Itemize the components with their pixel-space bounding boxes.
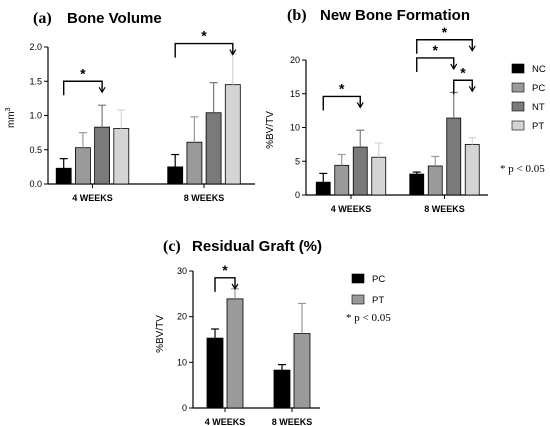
panel-c-legend-label: PC xyxy=(372,274,385,285)
panel-a-y-tick-label: 0.0 xyxy=(29,179,42,189)
panel-b-bar-pt xyxy=(464,143,480,196)
panel-a-category-label: 4 WEEKS xyxy=(72,193,113,203)
panel-b-ylabel: %BV/TV xyxy=(265,111,276,149)
panel-c-letter: (c) xyxy=(163,238,181,255)
panel-b-bar-nc xyxy=(409,173,425,196)
panel-c-significance-arrow xyxy=(231,283,239,291)
panel-b-significance-star: * xyxy=(339,80,345,96)
panel-b-bar-nt xyxy=(352,146,368,196)
panel-c-title: Residual Graft (%) xyxy=(192,238,322,255)
panel-b-bar-nc xyxy=(315,181,331,196)
panel-a-y-tick-label: 0.5 xyxy=(29,145,42,155)
panel-b-bar-pc xyxy=(334,164,350,196)
panel-b-significance-arrow xyxy=(356,102,364,109)
panel-b-significance-bracket xyxy=(453,79,473,95)
panel-b-bar-pc xyxy=(427,165,443,196)
panel-b-y-tick-label: 15 xyxy=(290,89,300,99)
panel-b-significance-star: * xyxy=(442,24,448,40)
panel-a-title: Bone Volume xyxy=(67,10,162,27)
panel-b-legend-swatch xyxy=(511,101,525,112)
panel-a-bar-pt xyxy=(224,84,241,185)
panel-a-y-tick-label: 2.0 xyxy=(29,42,42,52)
panel-b-title: New Bone Formation xyxy=(320,7,470,24)
panel-a-significance-star: * xyxy=(201,28,207,44)
panel-b-y-tick-label: 10 xyxy=(290,123,300,133)
panel-b-significance-arrow xyxy=(468,45,476,52)
panel-c-ylabel: %BV/TV xyxy=(155,315,166,353)
panel-c-category-label: 8 WEEKS xyxy=(272,417,313,426)
panel-a-significance-bracket xyxy=(63,80,103,96)
panel-c-bar-pt xyxy=(226,298,244,409)
panel-b-significance-arrow xyxy=(450,63,458,71)
panel-b-significance-bracket xyxy=(416,39,473,54)
panel-c-bar-pc xyxy=(206,337,224,409)
panel-b-legend-label: PC xyxy=(532,83,545,94)
panel-c-y-tick-label: 20 xyxy=(177,312,187,322)
panel-a-letter: (a) xyxy=(33,10,52,27)
panel-c-y-tick-label: 0 xyxy=(182,403,187,413)
panel-b-y-tick-label: 20 xyxy=(290,55,300,65)
panel-a-bar-nc xyxy=(55,167,72,185)
panel-a-bar-nt xyxy=(205,112,222,185)
panel-b-significance-star: * xyxy=(460,64,466,80)
panel-c-bar-pt xyxy=(293,333,311,409)
panel-b-pnote: * p < 0.05 xyxy=(500,163,545,175)
panel-c-y-tick-label: 10 xyxy=(177,357,187,367)
panel-a-significance-star: * xyxy=(80,65,86,81)
panel-c-y-tick-label: 30 xyxy=(177,266,187,276)
panel-c-bar-pc xyxy=(273,369,291,409)
panel-b-legend-label: PT xyxy=(532,121,544,132)
panel-c-plot: 0 10 20 30 4 WEEKS 8 WEEKS * PC PT xyxy=(177,262,385,426)
panel-c-significance-star: * xyxy=(222,262,228,278)
panel-a-bar-pc xyxy=(186,141,203,185)
panel-b-significance-bracket xyxy=(416,57,455,72)
panel-b-legend-swatch xyxy=(511,63,525,74)
panel-b-legend-label: NT xyxy=(532,102,545,113)
panel-a-significance-bracket xyxy=(174,42,234,58)
panel-a-plot: 0.0 0.5 1.0 1.5 2.0 4 WEEKS 8 WEEKS * * xyxy=(29,28,255,203)
panel-b-category-label: 8 WEEKS xyxy=(424,204,465,214)
panel-a-bar-nt xyxy=(94,126,110,185)
panel-a-significance-arrow xyxy=(229,49,237,56)
panel-a-ylabel: mm3 xyxy=(5,107,17,128)
panel-c-legend-label: PT xyxy=(372,295,384,306)
panel-b-significance-bracket xyxy=(322,95,361,111)
panel-b-y-tick-label: 0 xyxy=(295,190,300,200)
panel-b-legend-label: NC xyxy=(532,64,546,75)
panel-c-pnote: * p < 0.05 xyxy=(346,312,391,324)
panel-b-legend-swatch xyxy=(511,82,525,93)
panel-b-significance-arrow xyxy=(468,85,476,93)
panel-b-y-tick-label: 5 xyxy=(295,156,300,166)
panel-a-bar-pt xyxy=(113,128,130,185)
panel-b-bar-nt xyxy=(446,117,462,196)
panel-c-category-label: 4 WEEKS xyxy=(205,417,246,426)
panel-b-significance-star: * xyxy=(433,42,439,58)
panel-a-y-tick-label: 1.5 xyxy=(29,76,42,86)
panel-b-legend-swatch xyxy=(511,120,525,131)
panel-b-category-label: 4 WEEKS xyxy=(331,204,372,214)
panel-c-legend-swatch xyxy=(351,294,365,305)
panel-c-legend-swatch xyxy=(351,273,365,284)
panel-a-significance-arrow xyxy=(98,86,106,94)
panel-a-bar-pc xyxy=(75,147,91,185)
panel-a-bar-nc xyxy=(167,166,184,185)
panel-c-significance-bracket xyxy=(214,277,236,292)
panel-a-y-tick-label: 1.0 xyxy=(29,111,42,121)
panel-b-bar-pt xyxy=(371,156,387,196)
panel-b-letter: (b) xyxy=(287,7,307,24)
panel-a-category-label: 8 WEEKS xyxy=(184,193,225,203)
